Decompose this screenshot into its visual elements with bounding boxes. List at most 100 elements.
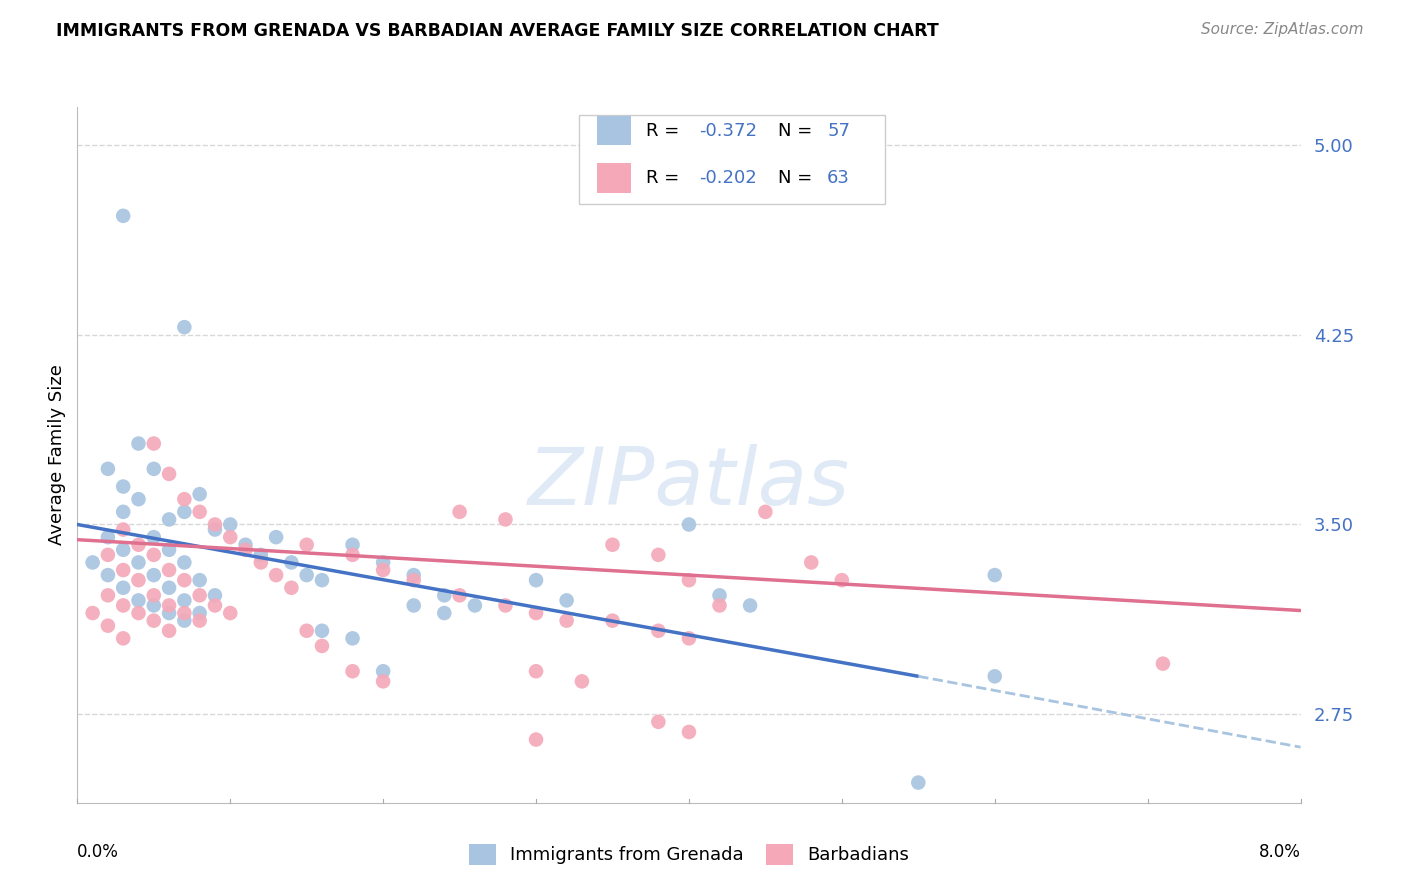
Text: ZIPatlas: ZIPatlas: [527, 443, 851, 522]
Point: [127, 556, 149, 570]
Point: [157, 563, 180, 577]
Point: [371, 563, 394, 577]
Text: 57: 57: [827, 121, 851, 140]
Point: [173, 556, 195, 570]
Point: [342, 538, 364, 552]
Point: [402, 568, 425, 582]
Point: [371, 665, 394, 679]
Point: [371, 674, 394, 689]
Point: [127, 436, 149, 450]
Point: [127, 492, 149, 507]
Point: [831, 573, 853, 587]
Point: [173, 606, 195, 620]
Point: [188, 614, 211, 628]
Point: [524, 665, 547, 679]
Point: [311, 573, 333, 587]
Point: [740, 599, 762, 613]
Point: [173, 492, 195, 507]
Point: [142, 436, 165, 450]
Text: N =: N =: [779, 121, 818, 140]
Point: [97, 568, 120, 582]
Text: -0.372: -0.372: [699, 121, 756, 140]
Point: [142, 530, 165, 544]
Point: [82, 606, 104, 620]
Point: [295, 568, 318, 582]
Text: R =: R =: [647, 169, 685, 187]
Point: [127, 538, 149, 552]
Point: [709, 599, 731, 613]
Point: [280, 581, 302, 595]
Point: [754, 505, 776, 519]
Point: [264, 530, 287, 544]
Point: [555, 614, 578, 628]
Point: [555, 593, 578, 607]
Point: [157, 624, 180, 638]
FancyBboxPatch shape: [579, 115, 884, 204]
Point: [112, 563, 135, 577]
Point: [264, 568, 287, 582]
Point: [127, 606, 149, 620]
Point: [295, 538, 318, 552]
Point: [342, 665, 364, 679]
Point: [464, 599, 486, 613]
Point: [112, 209, 135, 223]
Point: [188, 606, 211, 620]
Point: [219, 517, 242, 532]
Point: [142, 614, 165, 628]
Point: [157, 467, 180, 481]
Point: [524, 606, 547, 620]
Text: Source: ZipAtlas.com: Source: ZipAtlas.com: [1201, 22, 1364, 37]
Point: [204, 517, 226, 532]
Point: [250, 556, 273, 570]
Point: [157, 542, 180, 557]
Text: R =: R =: [647, 121, 685, 140]
Point: [800, 556, 823, 570]
Point: [295, 624, 318, 638]
Point: [173, 614, 195, 628]
Text: 63: 63: [827, 169, 851, 187]
Point: [907, 775, 929, 789]
Point: [173, 593, 195, 607]
Point: [235, 542, 257, 557]
Point: [188, 487, 211, 501]
Point: [311, 639, 333, 653]
Point: [142, 568, 165, 582]
Point: [97, 588, 120, 602]
Point: [157, 606, 180, 620]
Point: [204, 588, 226, 602]
FancyBboxPatch shape: [598, 116, 631, 145]
Point: [678, 573, 700, 587]
Point: [112, 479, 135, 493]
Text: N =: N =: [779, 169, 818, 187]
Point: [602, 538, 624, 552]
Point: [188, 505, 211, 519]
Point: [97, 548, 120, 562]
Point: [188, 573, 211, 587]
Point: [433, 588, 456, 602]
Point: [142, 599, 165, 613]
Point: [97, 530, 120, 544]
Point: [647, 624, 669, 638]
Point: [342, 632, 364, 646]
Point: [204, 599, 226, 613]
Point: [173, 573, 195, 587]
Point: [524, 573, 547, 587]
Text: IMMIGRANTS FROM GRENADA VS BARBADIAN AVERAGE FAMILY SIZE CORRELATION CHART: IMMIGRANTS FROM GRENADA VS BARBADIAN AVE…: [56, 22, 939, 40]
FancyBboxPatch shape: [598, 163, 631, 193]
Y-axis label: Average Family Size: Average Family Size: [48, 365, 66, 545]
Point: [112, 599, 135, 613]
Point: [250, 548, 273, 562]
Point: [112, 505, 135, 519]
Point: [449, 505, 471, 519]
Point: [402, 573, 425, 587]
Point: [188, 588, 211, 602]
Point: [157, 581, 180, 595]
Point: [157, 599, 180, 613]
Point: [204, 523, 226, 537]
Point: [433, 606, 456, 620]
Point: [112, 581, 135, 595]
Point: [342, 548, 364, 562]
Text: -0.202: -0.202: [699, 169, 756, 187]
Point: [678, 632, 700, 646]
Point: [678, 725, 700, 739]
